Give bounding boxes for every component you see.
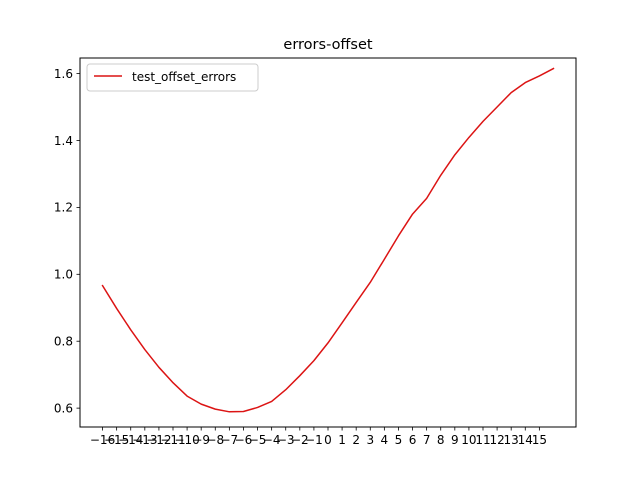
- series-layer: [101, 67, 555, 413]
- x-tick-label: 11: [475, 433, 490, 447]
- x-tick-label: 10: [461, 433, 476, 447]
- x-tick-label: 14: [518, 433, 533, 447]
- x-tick-label: 9: [451, 433, 459, 447]
- legend-label: test_offset_errors: [132, 70, 236, 84]
- x-tick-label: −9: [192, 433, 210, 447]
- y-tick-label: 1.6: [54, 67, 73, 81]
- y-tick-label: 1.0: [54, 268, 73, 282]
- x-tick-label: 6: [409, 433, 417, 447]
- x-tick-label: 0: [324, 433, 332, 447]
- x-tick-label: 5: [395, 433, 403, 447]
- x-tick-label: −14: [118, 433, 143, 447]
- legend-box: [86, 63, 259, 92]
- x-tick-label: −6: [235, 433, 253, 447]
- x-tick-label: −12: [146, 433, 171, 447]
- x-tick-label: −16: [90, 433, 115, 447]
- legend: test_offset_errors: [86, 63, 259, 92]
- plot-frame: [79, 57, 577, 428]
- y-tick-label: 0.8: [54, 335, 73, 349]
- series-line-0: [101, 67, 555, 413]
- x-tick-label: 2: [352, 433, 360, 447]
- x-tick-label: 15: [532, 433, 547, 447]
- x-tick-label: −1: [305, 433, 323, 447]
- x-tick-label: −2: [291, 433, 309, 447]
- x-tick-label: −3: [277, 433, 295, 447]
- x-tick-label: −11: [160, 433, 185, 447]
- x-tick-label: −8: [206, 433, 224, 447]
- x-tick-label: −13: [132, 433, 157, 447]
- x-tick-label: 3: [366, 433, 374, 447]
- x-tick-label: 1: [338, 433, 346, 447]
- y-tick-label: 1.4: [54, 134, 73, 148]
- y-axis: 0.6 0.8 1.0 1.2 1.4 1.6: [54, 67, 80, 415]
- y-tick-label: 0.6: [54, 401, 73, 415]
- x-tick-label: −15: [104, 433, 129, 447]
- x-axis: −16−15−14−13−12−11−10−9−8−7−6−5−4−3−2−1 0…: [90, 427, 547, 447]
- x-tick-label: −5: [249, 433, 267, 447]
- x-tick-label: 4: [381, 433, 389, 447]
- x-tick-label: −10: [174, 433, 199, 447]
- y-tick-label: 1.2: [54, 201, 73, 215]
- x-tick-label: 12: [489, 433, 504, 447]
- x-tick-label: −7: [221, 433, 239, 447]
- x-tick-label: −4: [263, 433, 281, 447]
- chart-title: errors-offset: [283, 37, 372, 53]
- x-tick-label: 7: [423, 433, 431, 447]
- x-tick-label: 8: [437, 433, 445, 447]
- x-tick-label: 13: [504, 433, 519, 447]
